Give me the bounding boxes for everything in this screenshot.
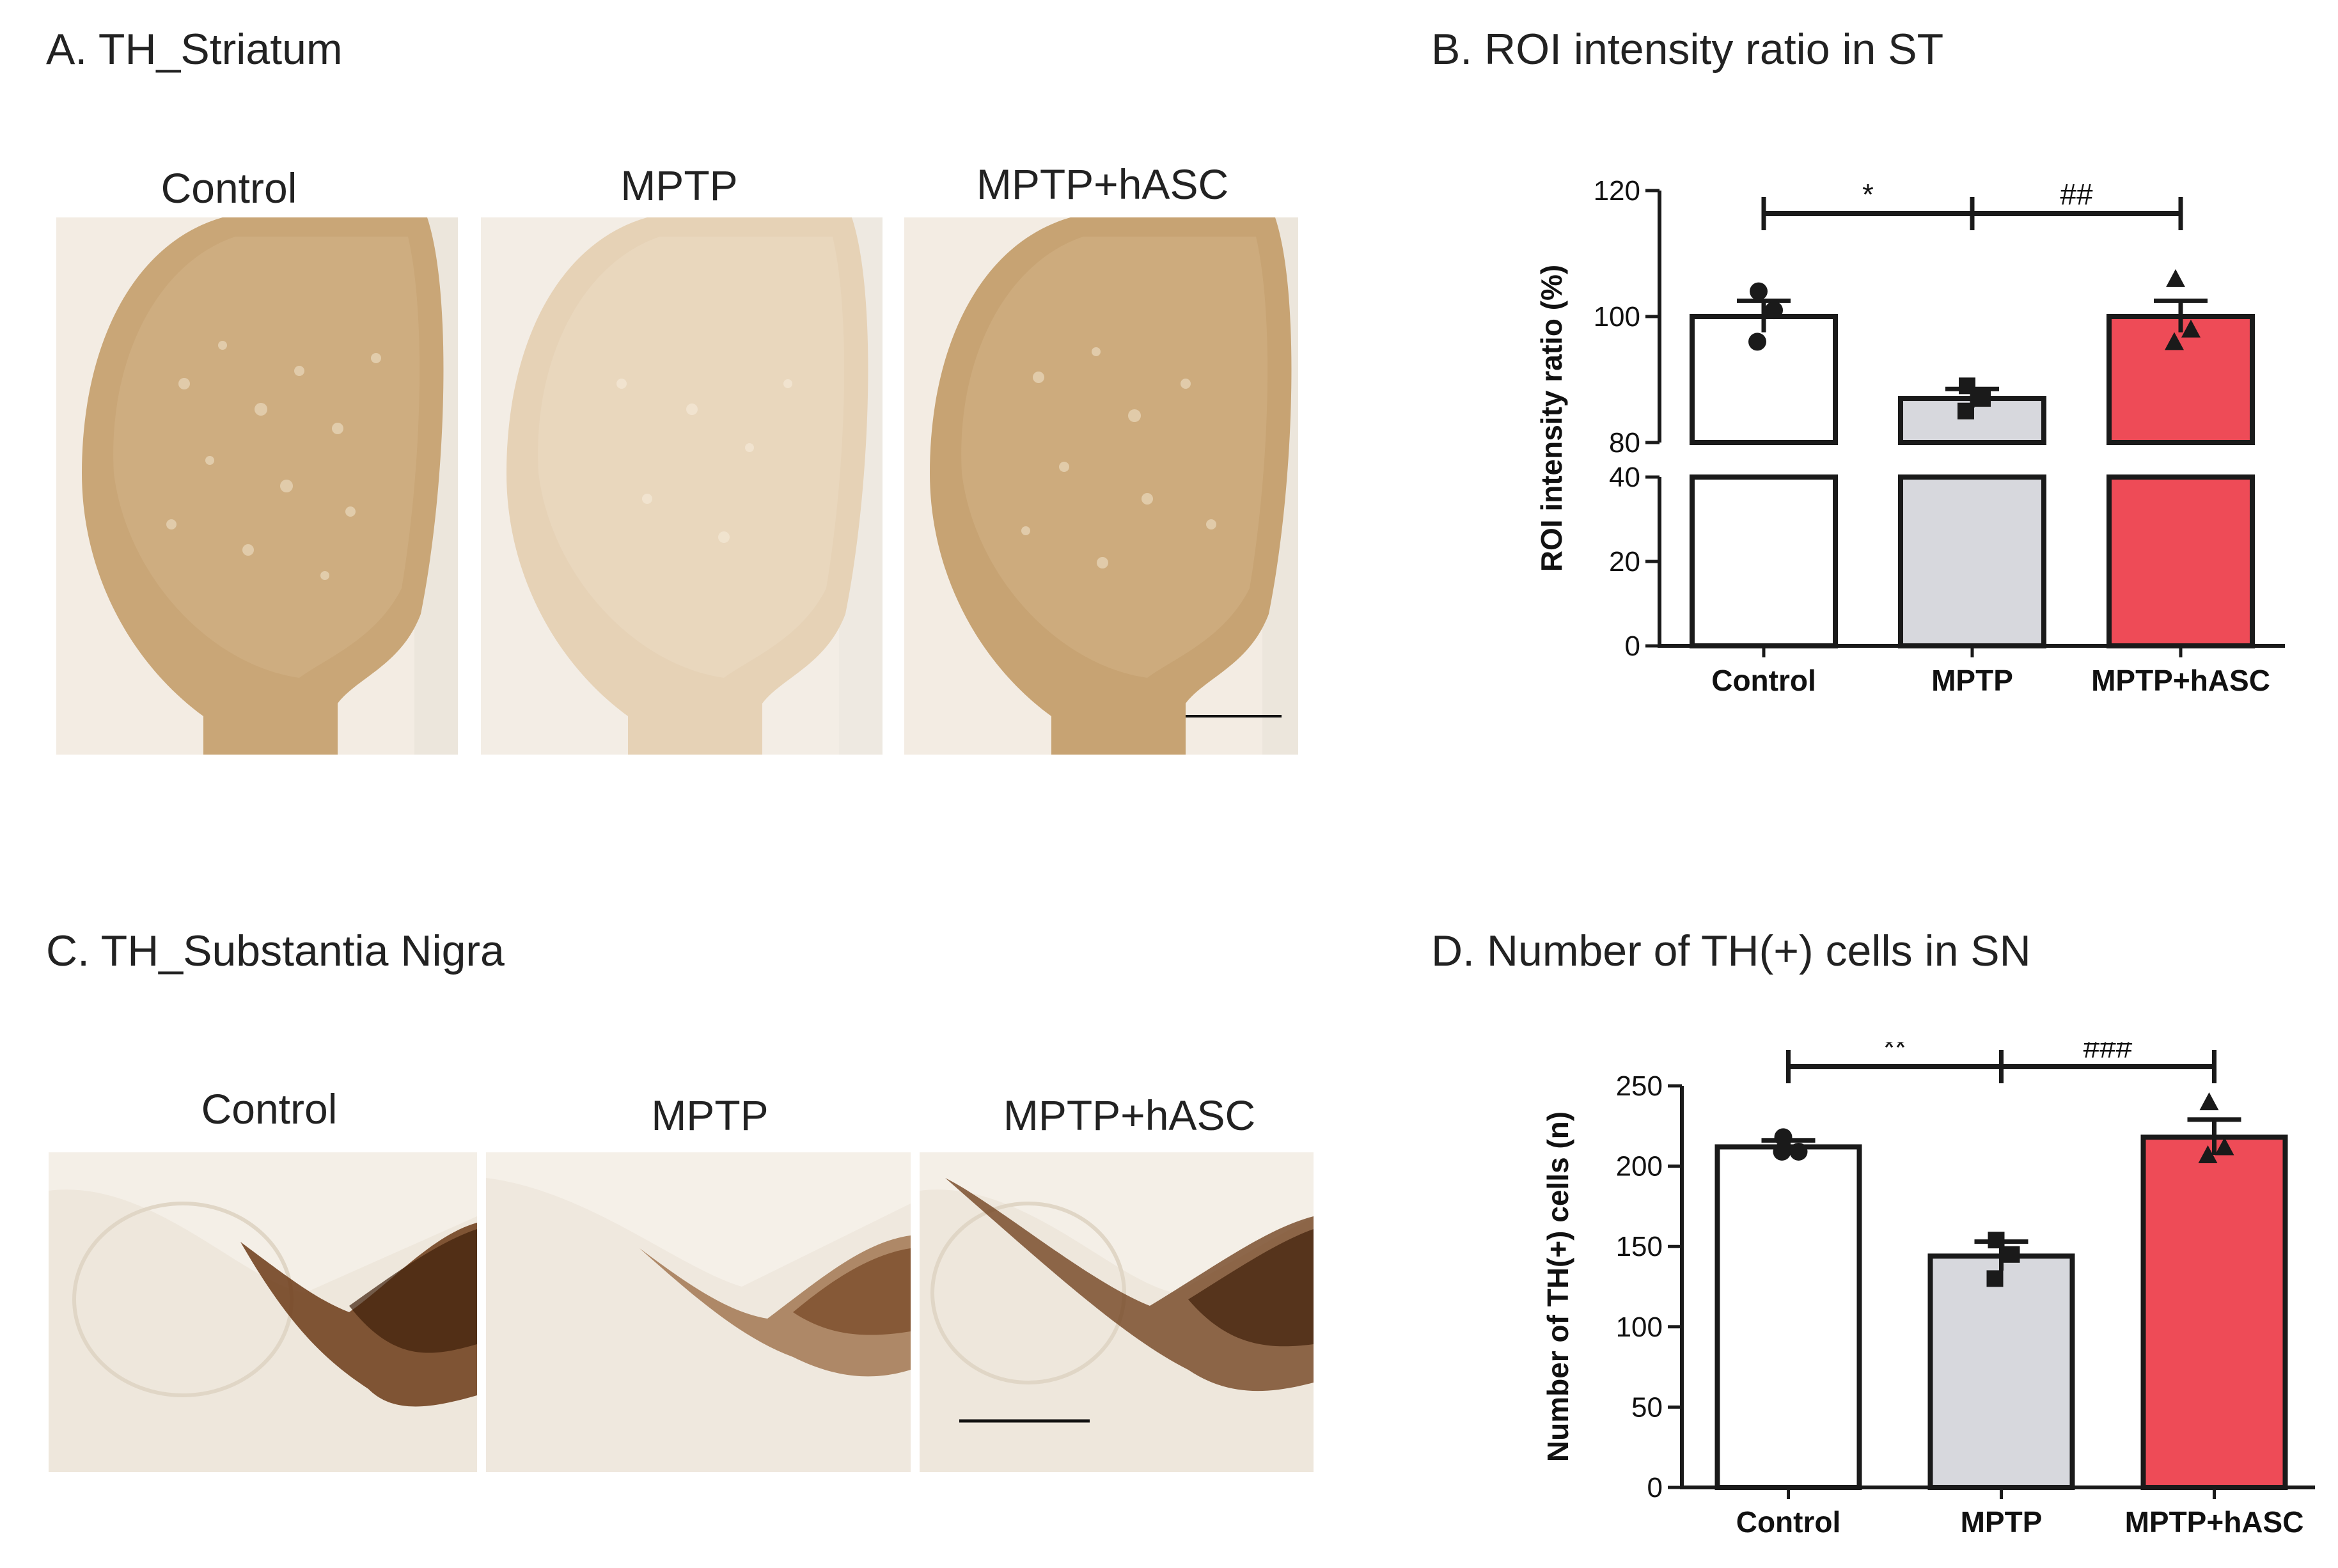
point-cells-1-1 xyxy=(2003,1246,2020,1263)
point-cells-2-0 xyxy=(2199,1092,2219,1111)
sig-label-roi-1: ## xyxy=(2060,178,2093,211)
bar-cells-2 xyxy=(2140,1134,2288,1491)
nigra-label-control: Control xyxy=(201,1085,338,1133)
point-roi-0-0 xyxy=(1750,282,1768,301)
y-tick-label-cells-3: 150 xyxy=(1616,1231,1663,1262)
sig-label-cells-1: ### xyxy=(2083,1042,2133,1064)
point-cells-0-1 xyxy=(1789,1142,1808,1161)
x-tick-label-roi-1: MPTP xyxy=(1931,664,2013,697)
striatum-micrograph-mptp-hasc xyxy=(904,217,1298,755)
y-tick-label-cells-2: 100 xyxy=(1616,1312,1663,1343)
y-tick-label-cells-1: 50 xyxy=(1631,1392,1663,1423)
point-roi-1-0 xyxy=(1959,377,1975,395)
panel-d-title: D. Number of TH(+) cells in SN xyxy=(1431,927,2031,975)
bar-gap-roi-0 xyxy=(1688,445,1839,474)
point-cells-2-1 xyxy=(2215,1137,2234,1156)
point-roi-1-1 xyxy=(1974,390,1991,407)
bar-cells-1 xyxy=(1927,1253,2075,1490)
point-roi-1-2 xyxy=(1957,402,1974,419)
nigra-label-mptp-hasc: MPTP+hASC xyxy=(1003,1092,1256,1139)
y-tick-label-cells-5: 250 xyxy=(1616,1070,1663,1102)
nigra-micrograph-control xyxy=(49,1152,477,1472)
y-tick-label-roi-0: 0 xyxy=(1625,631,1640,662)
nigra-label-mptp: MPTP xyxy=(651,1092,769,1139)
bar-roi-upper-0 xyxy=(1690,314,1838,445)
sig-label-roi-0: * xyxy=(1862,178,1874,211)
point-roi-2-2 xyxy=(2165,332,2184,350)
nigra-micrograph-mptp xyxy=(486,1152,911,1472)
striatum-label-control: Control xyxy=(161,164,297,212)
nigra-micrograph-mptp-hasc xyxy=(920,1152,1314,1472)
y-tick-label-roi-2: 40 xyxy=(1609,462,1640,493)
y-tick-label-roi-4: 100 xyxy=(1594,301,1640,333)
point-roi-2-1 xyxy=(2181,319,2201,338)
bar-roi-lower-2 xyxy=(2107,474,2255,648)
bar-roi-lower-0 xyxy=(1690,474,1838,648)
bar-cells-0 xyxy=(1714,1144,1862,1490)
y-axis-label-cells: Number of TH(+) cells (n) xyxy=(1541,1111,1574,1462)
point-roi-2-0 xyxy=(2166,269,2185,287)
y-tick-label-cells-4: 200 xyxy=(1616,1151,1663,1182)
y-tick-label-roi-3: 80 xyxy=(1609,427,1640,459)
x-tick-label-cells-0: Control xyxy=(1736,1505,1841,1539)
y-tick-label-roi-1: 20 xyxy=(1609,546,1640,577)
bar-gap-roi-1 xyxy=(1897,445,2048,474)
x-tick-label-cells-2: MPTP+hASC xyxy=(2125,1505,2304,1539)
y-tick-label-cells-0: 0 xyxy=(1647,1472,1663,1503)
panel-b-title: B. ROI intensity ratio in ST xyxy=(1431,25,1944,74)
point-cells-0-2 xyxy=(1773,1142,1791,1161)
x-tick-label-roi-0: Control xyxy=(1711,664,1816,697)
panel-c-title: C. TH_Substantia Nigra xyxy=(46,927,505,975)
bar-roi-upper-2 xyxy=(2107,314,2255,445)
point-cells-0-0 xyxy=(1774,1128,1793,1147)
x-tick-label-roi-2: MPTP+hASC xyxy=(2091,664,2270,697)
x-tick-label-cells-1: MPTP xyxy=(1961,1505,2043,1539)
striatum-label-mptp-hasc: MPTP+hASC xyxy=(976,161,1229,208)
point-roi-0-1 xyxy=(1765,301,1783,320)
point-cells-1-2 xyxy=(1986,1270,2004,1287)
bar-roi-lower-1 xyxy=(1898,474,2046,648)
th-cell-count-chart: 0 50 100 150 200 250 Control MPTP MPTP+hASC Numbe… xyxy=(1541,1042,2315,1539)
point-roi-0-2 xyxy=(1748,333,1766,351)
point-cells-1-0 xyxy=(1988,1232,2005,1249)
point-cells-2-2 xyxy=(2198,1145,2218,1164)
sig-label-cells-0: ** xyxy=(1883,1042,1906,1064)
striatum-micrograph-mptp xyxy=(481,217,883,755)
y-axis-label-roi: ROI intensity ratio (%) xyxy=(1535,265,1568,572)
panel-a-title: A. TH_Striatum xyxy=(46,25,343,74)
striatum-label-mptp: MPTP xyxy=(620,162,738,209)
y-tick-label-roi-5: 120 xyxy=(1594,175,1640,207)
striatum-micrograph-control xyxy=(56,217,458,755)
bar-gap-roi-2 xyxy=(2105,445,2256,474)
